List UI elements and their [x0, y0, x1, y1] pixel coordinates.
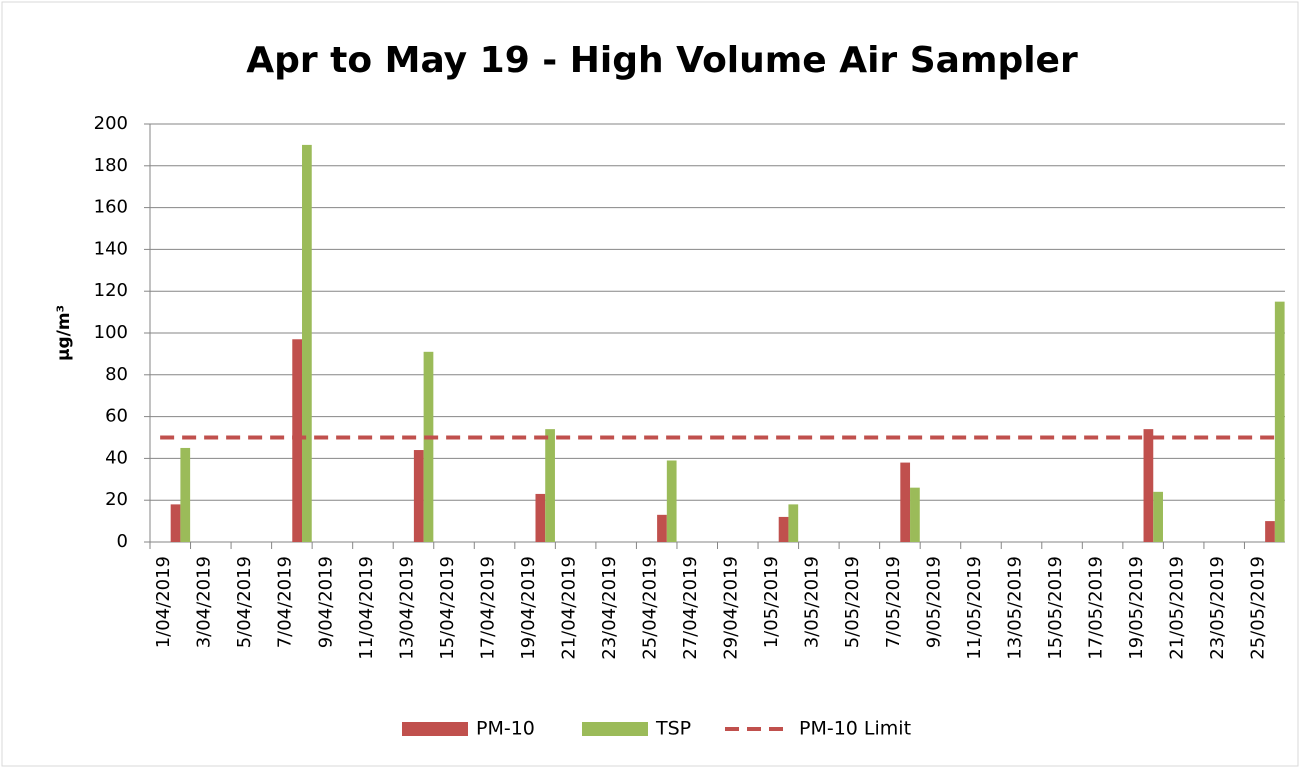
bar	[1143, 429, 1154, 542]
x-tick-label: 13/05/2019	[1004, 556, 1025, 660]
y-tick-label: 200	[94, 113, 128, 134]
y-tick-label: 160	[94, 197, 128, 218]
x-tick-label: 13/04/2019	[396, 556, 417, 660]
y-tick-label: 20	[105, 489, 128, 510]
x-tick-label: 25/04/2019	[640, 556, 661, 660]
bar	[302, 144, 312, 542]
bar	[423, 351, 434, 542]
bar	[170, 504, 181, 542]
bar	[292, 339, 303, 542]
x-tick-label: 25/05/2019	[1248, 556, 1269, 660]
y-tick-label: 80	[105, 364, 128, 385]
chart-title: Apr to May 19 - High Volume Air Sampler	[246, 40, 1078, 81]
x-tick-label: 17/04/2019	[477, 556, 498, 660]
x-tick-label: 1/05/2019	[761, 556, 782, 648]
bar	[180, 447, 191, 542]
x-tick-label: 23/05/2019	[1207, 556, 1228, 660]
y-tick-label: 140	[94, 238, 128, 259]
x-tick-label: 19/04/2019	[518, 556, 539, 660]
x-tick-label: 1/04/2019	[153, 556, 174, 648]
x-tick-label: 15/05/2019	[1045, 556, 1066, 660]
bar	[900, 462, 911, 542]
legend-label: PM-10	[476, 718, 535, 740]
x-tick-label: 17/05/2019	[1085, 556, 1106, 660]
x-tick-label: 15/04/2019	[437, 556, 458, 660]
bar	[778, 516, 789, 542]
bar	[545, 429, 555, 542]
x-tick-label: 19/05/2019	[1126, 556, 1147, 660]
bar	[657, 514, 667, 542]
x-tick-label: 5/05/2019	[842, 556, 863, 648]
y-tick-label: 60	[105, 406, 128, 427]
legend-label: PM-10 Limit	[799, 718, 911, 740]
x-tick-label: 3/05/2019	[802, 556, 823, 648]
x-tick-label: 9/05/2019	[923, 556, 944, 648]
x-tick-label: 21/04/2019	[558, 556, 579, 660]
legend-swatch	[582, 722, 648, 736]
y-tick-label: 120	[94, 280, 128, 301]
bar	[535, 493, 546, 542]
x-tick-label: 5/04/2019	[234, 556, 255, 648]
x-tick-label: 21/05/2019	[1167, 556, 1188, 660]
x-tick-label: 11/04/2019	[356, 556, 377, 660]
bar	[1153, 491, 1163, 542]
bar	[788, 504, 799, 542]
bar	[1274, 301, 1285, 542]
y-tick-label: 100	[94, 322, 128, 343]
y-tick-label: 0	[117, 531, 128, 552]
y-tick-label: 40	[105, 447, 128, 468]
x-tick-label: 9/04/2019	[315, 556, 336, 648]
bar	[910, 487, 920, 542]
x-tick-label: 29/04/2019	[721, 556, 742, 660]
x-tick-label: 3/04/2019	[194, 556, 215, 648]
bar	[413, 450, 424, 542]
x-tick-label: 7/05/2019	[883, 556, 904, 648]
x-tick-label: 7/04/2019	[275, 556, 296, 648]
bar	[666, 460, 677, 542]
legend-swatch	[402, 722, 468, 736]
x-tick-label: 27/04/2019	[680, 556, 701, 660]
y-axis-label: µg/m³	[54, 305, 74, 361]
y-tick-label: 180	[94, 155, 128, 176]
x-tick-label: 11/05/2019	[964, 556, 985, 660]
bar	[1265, 521, 1275, 542]
x-tick-label: 23/04/2019	[599, 556, 620, 660]
legend-label: TSP	[655, 718, 691, 740]
